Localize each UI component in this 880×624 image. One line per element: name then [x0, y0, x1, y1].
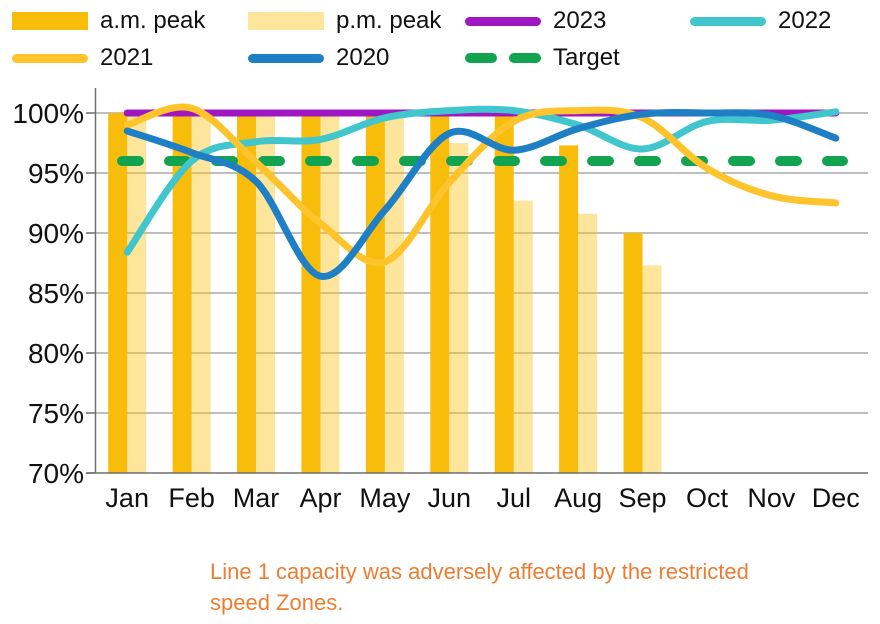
caption-line-1: Line 1 capacity was adversely affected b…	[210, 559, 749, 584]
y-axis-label: 90%	[28, 218, 84, 249]
y-axis-label: 100%	[12, 98, 84, 129]
target-dash-swatch	[465, 53, 541, 63]
legend-label-2023: 2023	[553, 7, 607, 34]
pm-peak-swatch	[248, 12, 324, 30]
x-axis-label-Mar: Mar	[233, 483, 280, 513]
legend-item-pm-peak[interactable]: p.m. peak	[248, 7, 442, 34]
legend-label-pm-peak: p.m. peak	[336, 7, 442, 34]
x-axis-label-Jun: Jun	[428, 483, 472, 513]
x-axis-label-Jan: Jan	[105, 483, 149, 513]
am-peak-bar-Apr	[301, 113, 321, 473]
x-axis-label-Aug: Aug	[554, 483, 602, 513]
x-axis-label-Dec: Dec	[812, 483, 860, 513]
pm-peak-bar-Aug	[578, 213, 598, 474]
legend-item-am-peak[interactable]: a.m. peak	[12, 7, 206, 34]
pm-peak-bar-Jul	[513, 200, 533, 473]
x-axis-label-Nov: Nov	[747, 483, 796, 513]
pm-peak-bar-Sep	[642, 265, 662, 473]
chart-caption: Line 1 capacity was adversely affected b…	[210, 556, 870, 618]
line-2021-swatch	[12, 53, 88, 63]
pm-peak-bar-Apr	[320, 113, 340, 473]
am-peak-bar-May	[365, 113, 385, 473]
caption-line-2: speed Zones.	[210, 590, 344, 615]
x-axis-label-Oct: Oct	[686, 483, 729, 513]
legend-label-2020: 2020	[336, 44, 390, 71]
series-line-2021	[123, 103, 840, 267]
am-peak-bar-Feb	[172, 113, 192, 473]
am-peak-swatch	[12, 12, 88, 30]
pm-peak-bar-Feb	[191, 115, 211, 474]
line-2023-swatch	[465, 16, 541, 26]
am-peak-bar-Jan	[108, 113, 128, 473]
x-axis-label-Jul: Jul	[496, 483, 531, 513]
line-2022-swatch	[690, 16, 766, 26]
am-peak-bar-Jun	[430, 113, 450, 473]
pm-peak-bar-Jan	[127, 114, 147, 473]
line-2020-swatch	[248, 53, 324, 63]
legend-label-2021: 2021	[100, 44, 154, 71]
legend-item-2021[interactable]: 2021	[12, 44, 154, 71]
legend-item-2020[interactable]: 2020	[248, 44, 390, 71]
legend-label-am-peak: a.m. peak	[100, 7, 206, 34]
x-axis-label-Apr: Apr	[299, 483, 341, 513]
y-axis-label: 70%	[28, 458, 84, 489]
pm-peak-bar-May	[384, 113, 404, 473]
x-axis-label-Feb: Feb	[168, 483, 215, 513]
am-peak-bar-Aug	[559, 145, 579, 473]
y-axis-label: 85%	[28, 278, 84, 309]
x-axis-label-May: May	[359, 483, 411, 513]
legend-label-target: Target	[553, 44, 620, 71]
legend-item-target[interactable]: Target	[465, 44, 620, 71]
am-peak-bar-Jul	[494, 115, 514, 474]
y-axis-label: 95%	[28, 158, 84, 189]
am-peak-bar-Mar	[237, 114, 257, 473]
series-line-2020	[123, 109, 840, 280]
y-axis-label: 75%	[28, 398, 84, 429]
x-axis-label-Sep: Sep	[619, 483, 667, 513]
am-peak-bar-Sep	[623, 233, 643, 473]
pm-peak-bar-Jun	[449, 143, 469, 473]
legend-item-2023[interactable]: 2023	[465, 7, 607, 34]
legend-item-2022[interactable]: 2022	[690, 7, 832, 34]
legend-label-2022: 2022	[778, 7, 832, 34]
y-axis-label: 80%	[28, 338, 84, 369]
